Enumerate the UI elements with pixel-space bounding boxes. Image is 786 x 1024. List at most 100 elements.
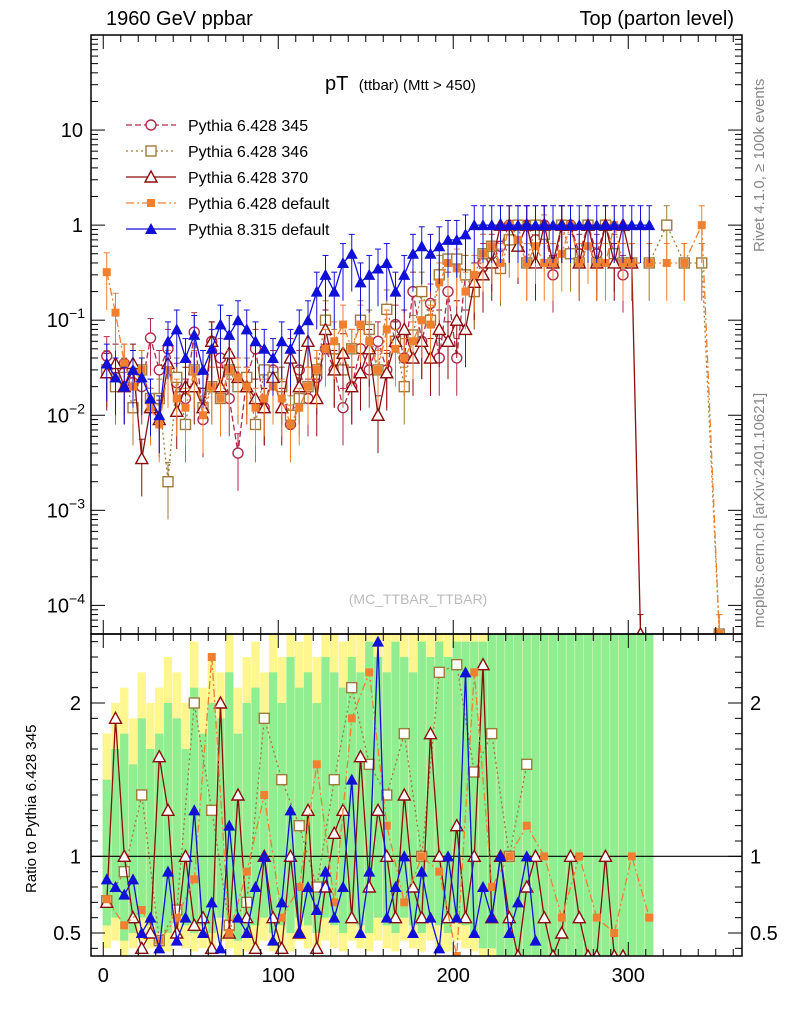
main-pythia-6-428-default-point (356, 320, 365, 329)
main-pythia-8-315-default-point (625, 219, 638, 231)
main-pythia-6-428-default-point (330, 337, 339, 346)
legend-pythia-8-315-default-marker (145, 223, 157, 234)
ratio-pythia-8-315-default-point (162, 865, 174, 877)
main-pythia-6-428-346-point (661, 219, 673, 231)
band-green (111, 749, 120, 918)
band-green (610, 634, 619, 956)
ratio-pythia-8-315-default-point (179, 911, 192, 923)
main-pythia-6-428-default-point (181, 403, 190, 412)
legend-pythia-8-315-default-label: Pythia 8.315 default (188, 222, 330, 239)
band-green (251, 687, 260, 926)
ratio-pythia-8-315-default-point (380, 911, 393, 923)
ratio-pythia-8-315-default-point (267, 934, 279, 946)
ratio-pythia-8-315-default-point (407, 927, 419, 938)
ratio-pythia-8-315-default-point (258, 850, 271, 862)
main-pythia-8-315-default-point (582, 219, 594, 231)
main-pythia-6-428-default-point (697, 221, 706, 230)
main-pythia-8-315-default-point (302, 314, 314, 326)
ratio-pythia-8-315-default-point (485, 911, 498, 923)
band-green (513, 634, 523, 956)
legend-pythia-6-428-345: Pythia 6.428 345 (126, 118, 308, 135)
band-green (417, 641, 426, 933)
ratio-pythia-8-315-default-point (109, 881, 122, 892)
ratio-y-tick-label-right: 0.5 (750, 923, 778, 945)
ratio-pythia-6-428-default-point (207, 653, 216, 661)
ratio-pythia-6-428-370-point (152, 749, 167, 763)
ratio-pythia-6-428-default-point (120, 921, 129, 930)
ratio-pythia-6-428-370-point (195, 910, 211, 924)
ratio-pythia-6-428-346-point (293, 819, 305, 832)
ratio-pythia-8-315-default-line (106, 641, 537, 949)
ratio-pythia-8-315-default-point (424, 911, 437, 923)
ratio-pythia-6-428-370-point (528, 848, 543, 863)
ratio-pythia-6-428-default-point (190, 875, 199, 884)
band-green (601, 634, 610, 956)
ratio-pythia-8-315-default-point (529, 934, 542, 946)
main-pythia-6-428-345-point (144, 332, 157, 344)
ratio-pythia-8-315-default-point (415, 865, 428, 877)
ratio-pythia-6-428-346-point (363, 758, 375, 771)
band-green (303, 672, 313, 926)
band-green (487, 634, 496, 949)
ratio-pythia-6-428-370-point (353, 749, 368, 763)
x-tick-label: 100 (262, 965, 295, 987)
ratio-pythia-6-428-370-point (563, 848, 578, 863)
legend-pythia-8-315-default: Pythia 8.315 default (126, 222, 330, 239)
main-pythia-6-428-default-point (417, 316, 426, 325)
ratio-pythia-6-428-370-point (187, 917, 202, 932)
ratio-pythia-8-315-default-point (135, 927, 148, 938)
band-green (505, 634, 514, 956)
ratio-pythia-8-315-default-point (328, 911, 341, 923)
main-pythia-8-315-default-point (179, 352, 192, 364)
band-green (286, 657, 295, 933)
ratio-pythia-6-428-370-point (414, 910, 429, 924)
band-green (575, 634, 584, 956)
ratio-pythia-8-315-default-point (337, 881, 349, 892)
plot-title-sub: (ttbar) (Mtt > 450) (359, 77, 476, 94)
main-pythia-8-315-default-point (424, 247, 437, 259)
main-pythia-8-315-default-point (240, 323, 253, 335)
ratio-pythia-6-428-370-point (108, 710, 123, 725)
ratio-pythia-8-315-default-point (302, 881, 314, 892)
ratio-pythia-6-428-370-point (327, 825, 342, 840)
ratio-pythia-8-315-default (100, 635, 542, 954)
ratio-pythia-6-428-370-point (440, 910, 456, 924)
ratio-pythia-8-315-default-point (503, 927, 516, 938)
ratio-pythia-6-428-default-point (312, 760, 321, 769)
main-pythia-6-428-default-point (172, 394, 181, 403)
ratio-pythia-8-315-default-point (442, 850, 454, 862)
band-green (242, 703, 251, 933)
ratio-pythia-6-428-default-point (557, 913, 566, 922)
ratio-pythia-6-428-default-point (522, 821, 531, 830)
main-pythia-8-315-default-point (188, 328, 201, 340)
main-pythia-8-315-default-point (284, 342, 297, 354)
ratio-pythia-6-428-370-point (475, 657, 491, 671)
main-pythia-6-428-default-point (199, 411, 207, 420)
ratio-pythia-8-315-default-point (118, 888, 131, 900)
main-pythia-6-428-346-point (162, 476, 174, 488)
main-pythia-8-315-default-point (310, 285, 323, 297)
band-green (312, 703, 321, 933)
main-pythia-8-315-default-point (293, 323, 306, 335)
ratio-pythia-6-428-346-point (136, 789, 148, 801)
ratio-pythia-6-428-370-point (117, 848, 132, 863)
main-pythia-8-315-default-point (267, 352, 279, 364)
ratio-pythia-8-315-default-point (170, 934, 183, 946)
band-green (216, 718, 225, 918)
band-green (207, 703, 216, 933)
ratio-pythia-8-315-default-point (293, 927, 306, 938)
main-pythia-6-428-default-point (312, 365, 321, 374)
band-green (548, 634, 558, 956)
main-pythia-8-315-default-point (127, 363, 139, 375)
band-green (120, 733, 129, 941)
main-pythia-8-315-default-point (144, 392, 157, 404)
ratio-pythia-6-428-370-point (502, 910, 517, 924)
ratio-pythia-6-428-370-point (554, 925, 569, 939)
main-pythia-8-315-default-point (205, 342, 218, 354)
main-pythia-8-315-default-point (477, 219, 489, 231)
ratio-pythia-6-428-346-point (486, 727, 498, 740)
main-pythia-8-315-default-point (599, 219, 612, 231)
main-pythia-8-315-default-point (468, 219, 481, 231)
band-green (470, 641, 479, 933)
